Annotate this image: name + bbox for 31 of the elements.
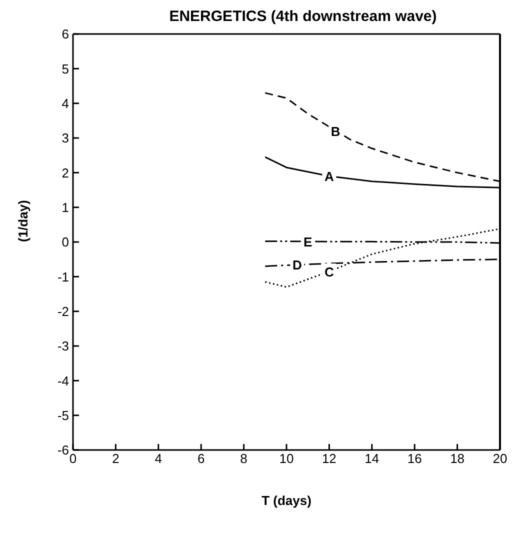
x-tick-label: 16 xyxy=(407,451,422,466)
x-tick-label: 12 xyxy=(322,451,336,466)
x-tick-label: 10 xyxy=(279,451,294,466)
annotation: C xyxy=(324,264,335,280)
x-tick-label: 20 xyxy=(492,451,508,466)
x-tick-label: 2 xyxy=(112,451,120,466)
annotation: D xyxy=(292,258,302,273)
annotation: E xyxy=(304,234,313,250)
y-axis-title: (1/day) xyxy=(16,200,31,242)
x-axis-title: T (days) xyxy=(262,493,312,508)
chart-title: ENERGETICS (4th downstream wave) xyxy=(168,8,438,25)
y-tick-label: 3 xyxy=(62,130,69,146)
x-tick-label: 8 xyxy=(240,451,248,466)
x-tick-label: 14 xyxy=(364,451,380,466)
y-tick-label: -6 xyxy=(57,442,69,458)
annotation: A xyxy=(324,169,335,184)
y-tick-label: -4 xyxy=(57,373,69,388)
annotation: B xyxy=(330,124,340,140)
x-tick-label: 18 xyxy=(450,451,465,466)
y-tick-label: 5 xyxy=(62,61,69,76)
x-tick-label: 4 xyxy=(154,451,162,466)
y-tick-label: -5 xyxy=(57,408,69,423)
y-tick-label: -1 xyxy=(57,269,69,284)
y-tick-label: 6 xyxy=(62,26,69,42)
y-tick-label: 1 xyxy=(62,200,69,215)
y-tick-label: -2 xyxy=(57,304,69,319)
y-tick-label: 4 xyxy=(62,96,69,111)
y-tick-label: -3 xyxy=(57,338,69,354)
y-tick-label: 0 xyxy=(62,234,69,250)
x-tick-label: 6 xyxy=(197,451,205,466)
y-tick-label: 2 xyxy=(62,165,69,180)
